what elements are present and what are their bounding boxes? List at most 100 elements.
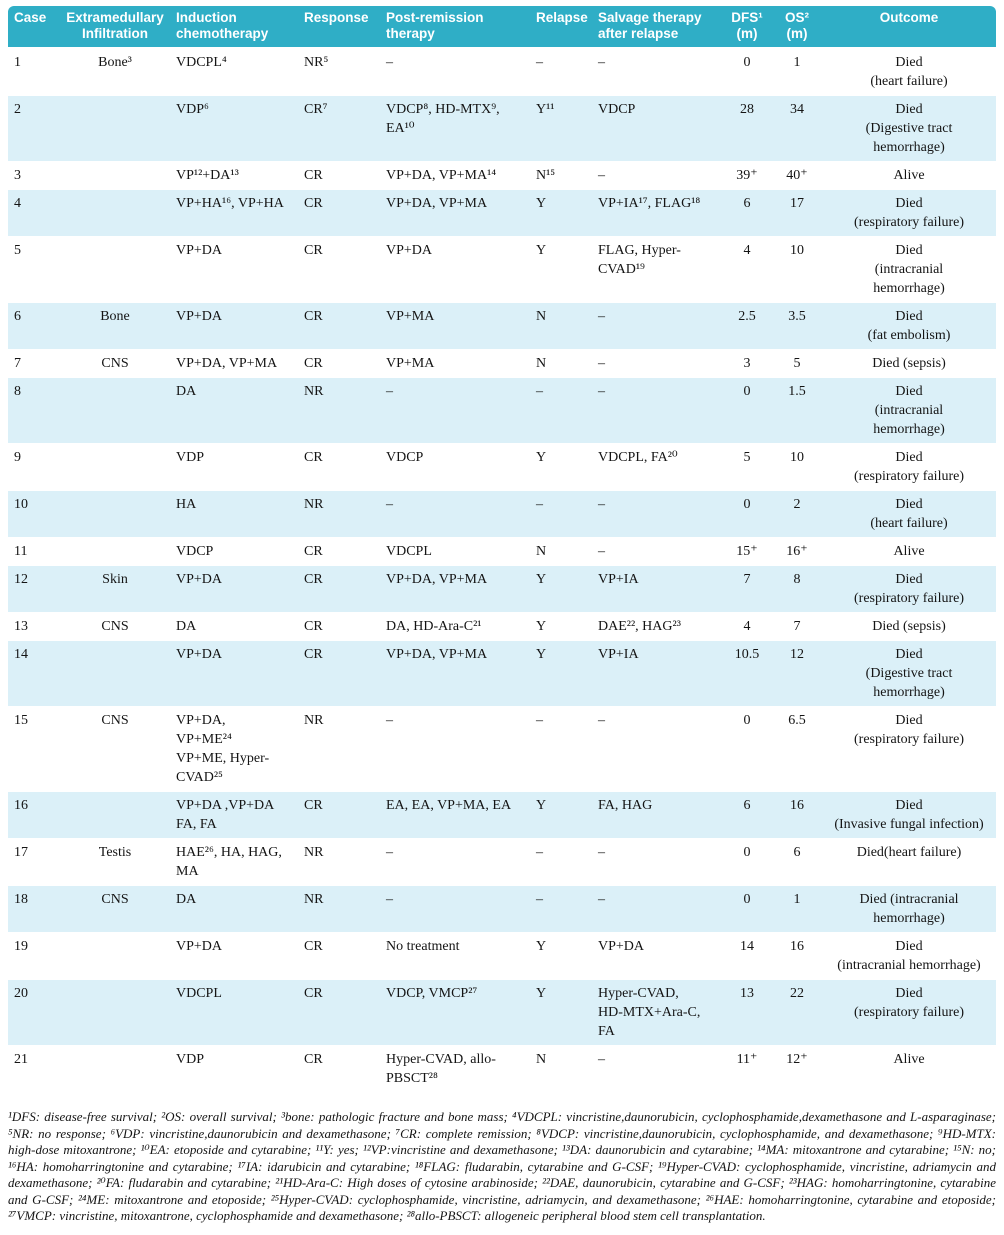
cell-outcome: Died (fat embolism)	[867, 309, 951, 343]
cell-dfs: 2.5	[738, 309, 756, 324]
column-header-outcome: Outcome	[822, 6, 996, 49]
cell-outcome: Died (Digestive tract hemorrhage)	[865, 647, 953, 700]
cell-response: CR	[304, 619, 323, 634]
cell-post_remission: VDCPL	[386, 544, 432, 559]
cell-response: CR	[304, 450, 323, 465]
cell-salvage: VDCP	[598, 102, 636, 117]
cell-salvage: Hyper-CVAD, HD-MTX+Ara-C, FA	[598, 986, 701, 1039]
cell-outcome: Died (heart failure)	[870, 497, 948, 531]
table-row: 6 Bone VP+DA CR VP+MA N – 2.5 3.5 Died (fat embol…	[8, 302, 996, 350]
cell-outcome: Died (Invasive fungal infection)	[834, 798, 984, 832]
cell-salvage: –	[598, 1052, 605, 1067]
cell-response: CR	[304, 986, 323, 1001]
cell-post_remission: –	[386, 497, 393, 512]
cell-os: 10	[790, 450, 804, 465]
cell-dfs: 4	[743, 243, 751, 258]
cell-post_remission: –	[386, 713, 393, 728]
cell-post_remission: DA, HD-Ara-C²¹	[386, 619, 482, 634]
cell-relapse: –	[536, 55, 543, 70]
cell-relapse: –	[536, 845, 543, 860]
cell-response: NR	[304, 892, 324, 907]
cell-os: 16	[790, 939, 804, 954]
cell-os: 22	[790, 986, 804, 1001]
cell-infiltration	[60, 378, 170, 444]
cell-infiltration: Bone³	[98, 55, 132, 70]
cell-outcome: Alive	[893, 544, 925, 559]
cell-response: CR	[304, 1052, 323, 1067]
cell-case: 20	[14, 986, 28, 1001]
cell-outcome: Died (respiratory failure)	[854, 450, 964, 484]
cell-induction: VP¹²+DA¹³	[176, 168, 239, 183]
cell-case: 16	[14, 798, 28, 813]
cell-relapse: Y	[536, 450, 547, 465]
cell-os: 2	[793, 497, 801, 512]
cell-dfs: 5	[743, 450, 751, 465]
cell-salvage: VP+IA	[598, 572, 639, 587]
cell-relapse: N¹⁵	[536, 168, 556, 183]
cell-induction: VP+DA	[176, 572, 223, 587]
cell-infiltration	[60, 641, 170, 707]
cell-relapse: Y	[536, 798, 547, 813]
column-header-relapse: Relapse	[530, 6, 592, 49]
cell-response: CR	[304, 356, 323, 371]
cell-post_remission: VP+MA	[386, 309, 435, 324]
cell-relapse: –	[536, 892, 543, 907]
cell-outcome: Died (respiratory failure)	[854, 196, 964, 230]
cell-os: 17	[790, 196, 804, 211]
cell-relapse: –	[536, 497, 543, 512]
cell-outcome: Died (Digestive tract hemorrhage)	[865, 102, 953, 155]
cell-response: CR	[304, 309, 323, 324]
cell-response: NR	[304, 713, 324, 728]
cell-outcome: Died (respiratory failure)	[854, 713, 964, 747]
column-header-dfs: DFS¹ (m)	[722, 6, 772, 49]
cell-response: CR	[304, 647, 323, 662]
cell-case: 13	[14, 619, 28, 634]
cell-case: 5	[14, 243, 21, 258]
cases-table: Case Extramedullary Infiltration Induction…	[8, 6, 996, 1093]
table-row: 16 VP+DA ,VP+DA FA, FA CR EA, EA, VP+MA, EA…	[8, 791, 996, 839]
cell-os: 6.5	[788, 713, 806, 728]
cell-os: 6	[793, 845, 801, 860]
table-row: 2 VDP⁶ CR⁷ VDCP⁸, HD-MTX⁹, EA¹⁰ Y¹¹ VDCP 28 34 D…	[8, 95, 996, 162]
cell-relapse: Y	[536, 243, 547, 258]
footnotes: ¹DFS: disease-free survival; ²OS: overal…	[8, 1109, 996, 1223]
cell-induction: VP+DA	[176, 309, 223, 324]
cell-outcome: Alive	[893, 168, 925, 183]
table-row: 21 VDP CR Hyper-CVAD, allo-PBSCT²⁸ N – 11⁺ 12⁺ A…	[8, 1046, 996, 1093]
cell-relapse: N	[536, 309, 547, 324]
cell-infiltration	[60, 980, 170, 1046]
cell-salvage: –	[598, 892, 605, 907]
cell-response: CR	[304, 572, 323, 587]
column-header-salvage: Salvage therapy after relapse	[592, 6, 722, 49]
cell-salvage: –	[598, 713, 605, 728]
cell-induction: HAE²⁶, HA, HAG, MA	[176, 845, 282, 879]
cell-os: 5	[793, 356, 801, 371]
cell-relapse: Y	[536, 572, 547, 587]
cell-relapse: –	[536, 713, 543, 728]
cell-dfs: 0	[743, 845, 751, 860]
cell-post_remission: VP+DA, VP+MA	[386, 196, 488, 211]
cell-relapse: N	[536, 356, 547, 371]
cell-dfs: 39⁺	[736, 168, 758, 183]
cell-case: 6	[14, 309, 21, 324]
table-row: 15 CNS VP+DA, VP+ME²⁴ VP+ME, Hyper-CVAD²⁵ N…	[8, 707, 996, 792]
cell-infiltration	[60, 538, 170, 566]
cell-post_remission: No treatment	[386, 939, 460, 954]
cell-case: 11	[14, 544, 28, 559]
cell-dfs: 0	[743, 55, 751, 70]
cell-post_remission: VP+DA, VP+MA	[386, 647, 488, 662]
cell-os: 1.5	[788, 384, 806, 399]
cell-relapse: N	[536, 544, 547, 559]
cell-salvage: –	[598, 497, 605, 512]
cell-outcome: Died (intracranial hemorrhage)	[837, 939, 981, 973]
cell-relapse: Y	[536, 619, 547, 634]
table-row: 10 HA NR – – – 0 2 Died (heart failure)	[8, 490, 996, 538]
cell-induction: VP+DA	[176, 243, 223, 258]
cell-induction: DA	[176, 384, 197, 399]
table-row: 9 VDP CR VDCP Y VDCPL, FA²⁰ 5 10 Died (respirato…	[8, 444, 996, 491]
cell-response: NR	[304, 384, 324, 399]
cell-case: 7	[14, 356, 21, 371]
cell-relapse: Y	[536, 196, 547, 211]
cell-case: 19	[14, 939, 28, 954]
